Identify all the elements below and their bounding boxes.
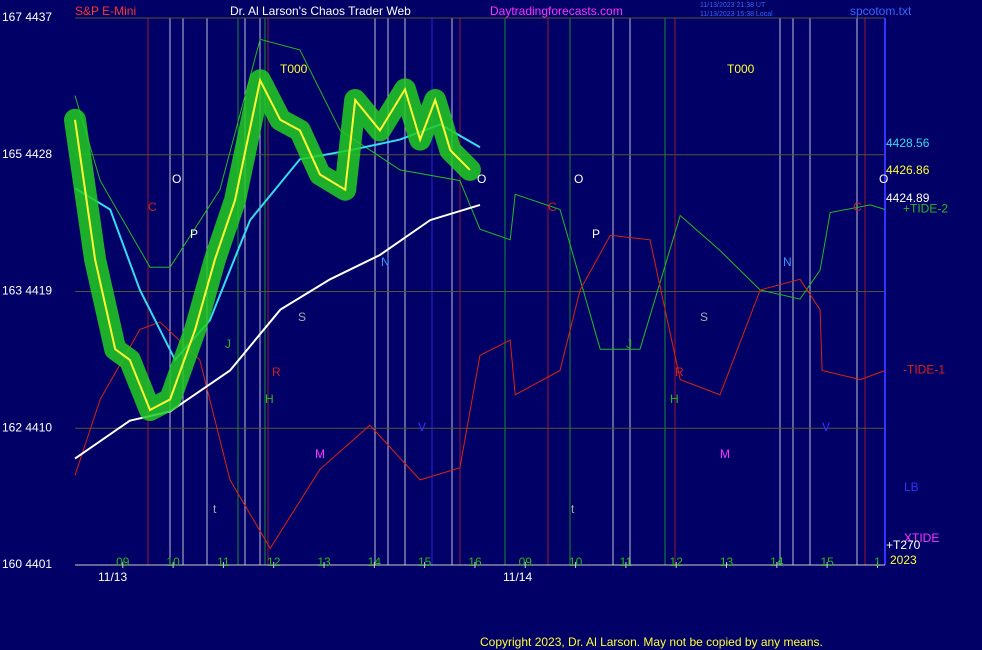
file-name: spcotom.txt	[850, 4, 912, 18]
plot	[64, 17, 886, 568]
annotation: H	[265, 392, 274, 406]
annotation: P	[190, 227, 198, 241]
annotation: C	[548, 200, 557, 214]
stamp: 11/13/2023 15:38 Local	[700, 11, 773, 18]
y-tick-label: 163 4419	[2, 284, 52, 298]
x-tick-label: 13	[720, 555, 734, 569]
x-tick-label: 12	[267, 555, 281, 569]
y-tick-label: 167 4437	[2, 10, 52, 24]
side-label: LB	[904, 480, 919, 494]
annotation: t	[571, 502, 575, 516]
annotation: O	[574, 172, 583, 186]
annotation: R	[675, 365, 684, 379]
y-tick-label: 160 4401	[2, 557, 52, 571]
price-label: 4426.86	[886, 163, 930, 177]
legend-entry: -TIDE-1	[903, 363, 945, 377]
chart-title: Dr. Al Larson's Chaos Trader Web	[230, 4, 411, 18]
annotation: O	[477, 172, 486, 186]
copyright: Copyright 2023, Dr. Al Larson. May not b…	[480, 635, 823, 649]
site: Daytradingforecasts.com	[490, 4, 623, 18]
annotation: V	[418, 420, 426, 434]
side-label: +T270	[886, 538, 921, 552]
stamp: 11/13/2023 21:38 UT	[700, 2, 766, 9]
x-tick-label: 1	[874, 555, 881, 569]
x-tick-label: 14	[770, 555, 784, 569]
annotation: J	[225, 337, 231, 351]
annotation: T000	[727, 62, 755, 76]
x-tick-label: 10	[569, 555, 583, 569]
annotation: S	[298, 310, 306, 324]
annotation: O	[879, 172, 888, 186]
x-tick-label: 14	[368, 555, 382, 569]
date-label: 11/13	[98, 570, 127, 584]
x-tick-label: 13	[317, 555, 331, 569]
series-line	[74, 77, 471, 412]
annotation: J	[626, 337, 632, 351]
y-tick-label: 165 4428	[2, 147, 52, 161]
price-label: 4424.89	[886, 191, 930, 205]
annotation: R	[272, 365, 281, 379]
annotations: T000 T000 O O O O C C C P P N N S S J J …	[98, 62, 888, 584]
annotation: M	[720, 447, 730, 461]
annotation: T000	[280, 62, 308, 76]
y-tick-label: 162 4410	[2, 420, 52, 434]
date-label: 11/14	[503, 570, 532, 584]
x-tick-label: 11	[620, 555, 633, 569]
x-tick-label: 15	[820, 555, 834, 569]
side-label: XTIDE	[904, 531, 939, 545]
x-tick-label: 16	[468, 555, 482, 569]
x-tick-label: 09	[116, 555, 130, 569]
series-line	[74, 234, 886, 550]
instrument: S&P E-Mini	[75, 4, 136, 18]
side-label: 2023	[890, 553, 917, 567]
annotation: V	[822, 420, 830, 434]
x-tick-label: 12	[670, 555, 684, 569]
annotation: t	[213, 502, 217, 516]
x-tick-label: 15	[418, 555, 432, 569]
series-line	[74, 38, 886, 350]
annotation: P	[592, 227, 600, 241]
annotation: M	[315, 447, 325, 461]
annotation: C	[853, 200, 862, 214]
x-tick-label: 10	[166, 555, 180, 569]
legend-entry: +TIDE-2	[903, 202, 948, 216]
x-tick-label: 09	[519, 555, 533, 569]
annotation: C	[148, 200, 157, 214]
annotation: N	[381, 255, 390, 269]
annotation: S	[700, 310, 708, 324]
x-tick-label: 11	[217, 555, 230, 569]
price-label: 4428.56	[886, 136, 930, 150]
annotation: H	[670, 392, 679, 406]
annotation: N	[783, 255, 792, 269]
annotation: O	[172, 172, 181, 186]
